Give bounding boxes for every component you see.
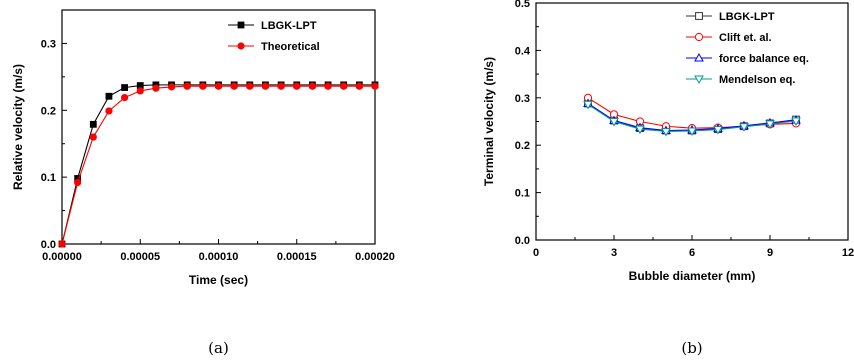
panel-b-series-4-point [687,127,697,136]
panel-b-y-tick-label: 0.2 [515,140,530,152]
panel-b-legend-label-2: Clift et. al. [719,32,772,44]
panel-a-series-2-point [105,107,113,115]
panel-b-series-4-point [635,125,645,135]
panel-b-x-tick-label: 12 [842,247,854,259]
panel-a-series-1-point [89,120,97,128]
panel-a-series-2-point [293,82,301,90]
panel-b-legend-label-4: Mendelson eq. [719,74,795,86]
panel-b-series-4-point [765,120,775,129]
panel-a-series-2-point [183,82,191,90]
panel-b-y-tick-label: 0.3 [515,93,530,105]
panel-b-series-4-point [583,100,593,110]
panel-b-legend-marker-2 [694,32,704,42]
panel-b-legend-label-3: force balance eq. [719,53,809,65]
panel-a-legend-marker-2 [237,42,245,50]
panel-a-chart: 0.00000 0.00005 0.00010 0.00015 0.00020 0.0 0.… [11,9,395,357]
panel-a-series-2-point [74,178,82,187]
panel-b-series-4-point [661,127,671,137]
panel-b-x-tick-label: 9 [767,247,773,259]
panel-a-legend-label-2: Theoretical [261,41,320,53]
panel-b-legend-marker-3 [694,52,704,62]
panel-b-x-tick-label: 0 [533,247,539,259]
panel-a-series-1-point [121,84,128,91]
panel-a-y-tick-label: 0.1 [41,172,56,184]
panel-b-legend-marker-1 [695,12,703,20]
panel-b-y-tick-label: 0.5 [515,0,530,10]
panel-b-series-4-point [791,117,801,127]
panel-a-series-2-point [340,82,348,90]
panel-b-chart: 0 3 6 9 12 0.0 0.1 0.2 0.3 0.4 0.5 Bubble diameter … [482,0,854,357]
panel-a-legend-label-1: LBGK-LPT [261,20,317,32]
panel-b-x-tick-label: 3 [611,247,617,259]
panel-b-caption: (b) [681,339,702,357]
panel-a-series-2-point [277,82,285,90]
panel-b-y-tick-label: 0.4 [515,45,531,57]
panel-a-series-2-point [246,82,254,90]
panel-a-y-tick-label: 0.3 [41,38,56,50]
panel-a-series-2-point [58,240,66,248]
panel-a-series-2-point [324,82,332,90]
panel-a-series-2-point [199,82,207,90]
panel-a-series-2-point [121,93,129,102]
panel-a-y-axis-label: Relative velocity (m/s) [11,64,25,190]
panel-b-plot-frame [535,2,849,241]
panel-b-series-4-point [713,126,723,135]
panel-a-series-2-point [152,84,160,92]
panel-a-series-2-point [261,82,270,90]
panel-b-x-axis-label: Bubble diameter (mm) [629,269,756,283]
panel-b-series-4-point [739,123,749,132]
panel-b-legend-marker-4 [694,75,704,85]
panel-a-x-tick-label: 0.00000 [42,251,82,263]
panel-b-legend-label-1: LBGK-LPT [719,11,775,23]
panel-b-series-4-point [609,118,619,127]
panel-b-x-tick-label: 6 [689,247,695,259]
panel-a-series-2-point [371,82,379,90]
panel-a-series-2-point [214,82,223,90]
panel-a-legend-marker-1 [237,21,245,29]
panel-a-series-2-point [230,82,238,90]
panel-a-series-2-point [355,82,363,90]
panel-a-x-tick-label: 0.00020 [355,251,395,263]
panel-a-caption: (a) [208,339,229,357]
panel-b-y-tick-label: 0.1 [515,188,530,200]
panel-a-series-2-point [167,83,176,91]
panel-a-x-tick-label: 0.00005 [120,251,160,263]
panel-a-series-1-point [74,175,82,182]
panel-a-series-2-point [308,82,316,90]
panel-b-y-axis-label: Terminal velocity (m/s) [482,57,496,186]
panel-a-y-tick-label: 0.2 [41,105,56,117]
panel-a-series-2-point [89,133,97,141]
panel-a-x-tick-label: 0.00015 [277,251,317,263]
panel-a-x-tick-label: 0.00010 [199,251,239,263]
panel-a-plot-frame [61,9,376,245]
panel-a-y-tick-label: 0.0 [41,239,56,251]
panel-a-series-1-point [136,82,144,89]
panel-a-x-axis-label: Time (sec) [189,273,248,287]
panel-a-series-1-point [105,92,113,100]
panel-a-series-2-point [136,87,144,95]
panel-b-y-tick-label: 0.0 [515,235,530,247]
